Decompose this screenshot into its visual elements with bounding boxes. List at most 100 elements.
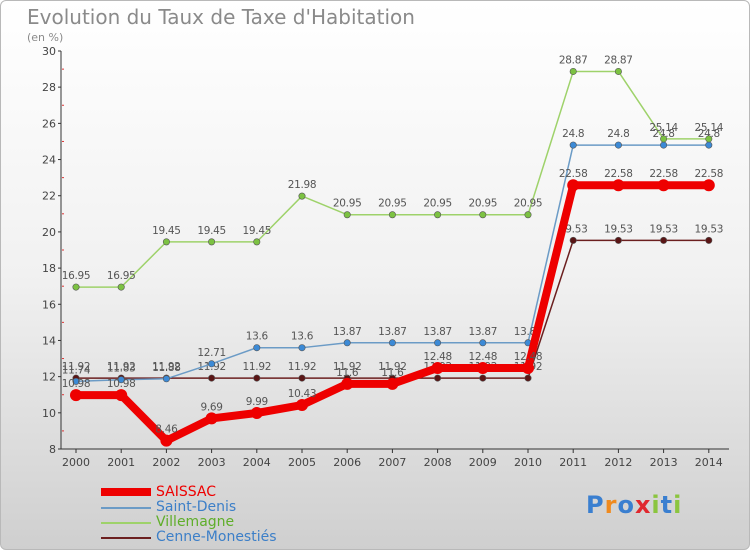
data-label-saissac: 12.48 bbox=[469, 351, 498, 363]
y-tick-label: 28 bbox=[42, 81, 56, 94]
logo-letter: i bbox=[651, 491, 661, 519]
x-tick-label: 2012 bbox=[604, 456, 632, 469]
data-point-villemagne bbox=[614, 67, 622, 75]
x-tick-label: 2002 bbox=[152, 456, 180, 469]
data-label-saint-denis: 11.88 bbox=[152, 362, 181, 374]
x-tick-label: 2009 bbox=[469, 456, 497, 469]
data-point-saissac bbox=[522, 361, 534, 374]
data-label-saint-denis: 24.8 bbox=[607, 128, 629, 140]
series-line-cenne-monesties bbox=[76, 239, 709, 379]
y-tick-label: 10 bbox=[42, 407, 56, 420]
data-label-villemagne: 25.14 bbox=[695, 122, 724, 134]
data-point-saint-denis bbox=[72, 377, 80, 385]
data-label-saint-denis: 24.8 bbox=[698, 128, 720, 140]
data-point-saint-denis bbox=[705, 141, 713, 149]
x-tick-label: 2008 bbox=[424, 456, 452, 469]
data-label-villemagne: 21.98 bbox=[288, 179, 317, 191]
legend-label-villemagne: Villemagne bbox=[156, 514, 235, 530]
data-point-saissac bbox=[70, 389, 82, 402]
data-point-saissac bbox=[431, 361, 444, 374]
data-label-saint-denis: 13.87 bbox=[469, 326, 498, 338]
data-point-cenne-monesties bbox=[298, 374, 306, 382]
data-point-saint-denis bbox=[569, 141, 577, 149]
data-label-villemagne: 28.87 bbox=[559, 54, 588, 66]
data-label-saint-denis: 13.87 bbox=[378, 326, 407, 338]
y-tick-label: 8 bbox=[49, 443, 56, 456]
data-label-villemagne: 20.95 bbox=[333, 198, 362, 210]
chart-unit-label: (en %) bbox=[27, 31, 64, 44]
data-label-saissac: 10.98 bbox=[62, 378, 91, 390]
data-label-saissac: 9.69 bbox=[201, 401, 223, 413]
data-point-saissac bbox=[341, 377, 354, 390]
data-label-saissac: 22.58 bbox=[559, 168, 588, 180]
data-point-saint-denis bbox=[660, 141, 668, 149]
data-point-saissac bbox=[476, 361, 489, 374]
data-point-saint-denis bbox=[614, 141, 622, 149]
data-label-cenne-monesties: 11.92 bbox=[288, 361, 317, 373]
data-point-villemagne bbox=[388, 211, 396, 219]
data-label-saint-denis: 12.71 bbox=[197, 347, 226, 359]
data-label-saissac: 10.43 bbox=[288, 388, 317, 400]
data-label-cenne-monesties: 11.92 bbox=[107, 361, 136, 373]
data-point-saissac bbox=[567, 179, 580, 192]
data-point-saint-denis bbox=[388, 339, 396, 347]
data-point-villemagne bbox=[705, 135, 713, 143]
data-label-saissac: 8.46 bbox=[155, 424, 178, 436]
data-point-villemagne bbox=[569, 67, 577, 75]
data-point-villemagne bbox=[72, 283, 80, 291]
data-point-saissac bbox=[115, 389, 128, 402]
logo-letter: t bbox=[660, 491, 674, 519]
data-label-saissac: 10.98 bbox=[107, 378, 136, 390]
data-label-cenne-monesties: 11.92 bbox=[378, 361, 407, 373]
y-tick-label: 26 bbox=[42, 117, 56, 130]
logo-letter: o bbox=[617, 491, 635, 519]
x-tick-label: 2003 bbox=[198, 456, 226, 469]
y-tick-label: 16 bbox=[42, 298, 56, 311]
x-tick-label: 2006 bbox=[333, 456, 361, 469]
data-point-cenne-monesties bbox=[614, 236, 622, 244]
x-tick-label: 2005 bbox=[288, 456, 316, 469]
x-tick-label: 2004 bbox=[243, 456, 271, 469]
data-point-cenne-monesties bbox=[479, 374, 487, 382]
data-label-saissac: 12.48 bbox=[423, 351, 452, 363]
logo-letter: i bbox=[673, 491, 683, 519]
data-point-cenne-monesties bbox=[569, 236, 577, 244]
x-tick-label: 2011 bbox=[559, 456, 587, 469]
data-label-cenne-monesties: 19.53 bbox=[695, 223, 724, 235]
x-tick-label: 2001 bbox=[107, 456, 135, 469]
data-point-saissac bbox=[160, 434, 173, 447]
data-label-villemagne: 16.95 bbox=[62, 270, 91, 282]
data-point-saint-denis bbox=[343, 339, 351, 347]
legend-swatch-saint-denis bbox=[101, 507, 151, 509]
x-tick-label: 2014 bbox=[695, 456, 723, 469]
data-point-villemagne bbox=[524, 211, 532, 219]
y-tick-label: 30 bbox=[42, 45, 56, 58]
data-label-saissac: 11.6 bbox=[336, 367, 359, 379]
data-label-villemagne: 20.95 bbox=[423, 198, 452, 210]
data-label-villemagne: 20.95 bbox=[378, 198, 407, 210]
x-tick-label: 2010 bbox=[514, 456, 542, 469]
x-tick-label: 2000 bbox=[62, 456, 90, 469]
legend-swatch-saissac bbox=[101, 488, 151, 496]
data-label-cenne-monesties: 11.92 bbox=[62, 361, 91, 373]
y-tick-label: 18 bbox=[42, 262, 56, 275]
logo-letter: r bbox=[604, 491, 618, 519]
data-point-cenne-monesties bbox=[253, 374, 261, 382]
data-label-saint-denis: 24.8 bbox=[562, 128, 584, 140]
data-label-cenne-monesties: 19.53 bbox=[604, 223, 633, 235]
data-label-saint-denis: 13.6 bbox=[246, 331, 269, 343]
data-point-saissac bbox=[657, 179, 670, 192]
data-label-saissac: 22.58 bbox=[604, 168, 633, 180]
y-tick-label: 14 bbox=[42, 334, 56, 347]
data-label-villemagne: 16.95 bbox=[107, 270, 136, 282]
data-label-saissac: 12.48 bbox=[514, 351, 543, 363]
data-point-saissac bbox=[250, 406, 263, 419]
legend-label-saissac: SAISSAC bbox=[156, 484, 216, 500]
data-point-saint-denis bbox=[117, 376, 125, 384]
x-tick-label: 2007 bbox=[378, 456, 406, 469]
data-point-saissac bbox=[296, 399, 308, 412]
data-label-saissac: 22.58 bbox=[649, 168, 678, 180]
data-label-villemagne: 19.45 bbox=[197, 225, 226, 237]
proxiti-logo: Proxiti bbox=[586, 491, 682, 519]
data-point-villemagne bbox=[117, 283, 125, 291]
